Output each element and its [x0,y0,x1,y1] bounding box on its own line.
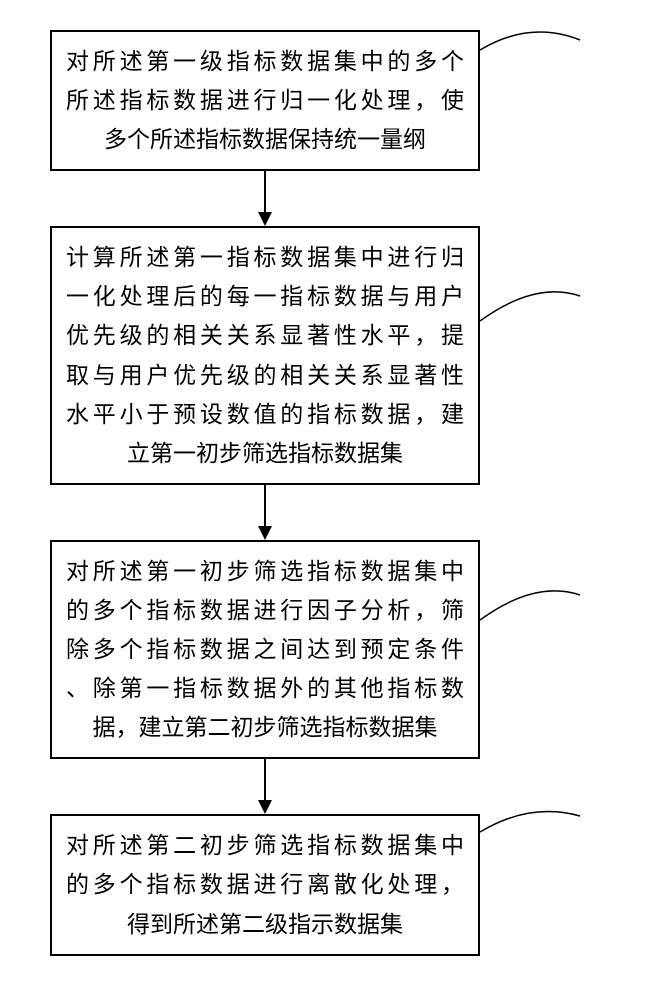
label-connector [480,575,590,625]
label-connector [480,15,590,55]
step-row-21: 对所述第一级指标数据集中的多个所述指标数据进行归一化处理，使多个所述指标数据保持… [50,30,610,171]
flowchart-container: 对所述第一级指标数据集中的多个所述指标数据进行归一化处理，使多个所述指标数据保持… [50,30,610,956]
step-text-line: 优先级的相关关系显著性水平，提 [66,316,464,355]
step-text-line: 取与用户优先级的相关关系显著性 [66,356,464,395]
arrow-connector [50,759,480,814]
step-row-24: 对所述第二初步筛选指标数据集中的多个指标数据进行离散化处理，得到所述第二级指示数… [50,814,610,955]
step-text-line: 的多个指标数据进行离散化处理， [66,865,464,904]
step-text-line: 的多个指标数据进行因子分析，筛 [66,591,464,630]
step-text-line: 多个所述指标数据保持统一量纲 [66,120,464,159]
step-text-line: 对所述第二初步筛选指标数据集中 [66,826,464,865]
arrow-down [245,171,285,226]
step-text-line: 据，建立第二初步筛选指标数据集 [66,708,464,747]
step-text-line: 计算所述第一指标数据集中进行归 [66,238,464,277]
label-connector [480,276,590,326]
step-box-22: 计算所述第一指标数据集中进行归一化处理后的每一指标数据与用户优先级的相关关系显著… [50,226,480,485]
step-text-line: 对所述第一级指标数据集中的多个 [66,42,464,81]
label-connector [480,797,590,837]
step-text-line: 立第一初步筛选指标数据集 [66,434,464,473]
arrow-down [245,759,285,814]
step-box-21: 对所述第一级指标数据集中的多个所述指标数据进行归一化处理，使多个所述指标数据保持… [50,30,480,171]
arrow-connector [50,485,480,540]
step-text-line: 一化处理后的每一指标数据与用户 [66,277,464,316]
step-row-22: 计算所述第一指标数据集中进行归一化处理后的每一指标数据与用户优先级的相关关系显著… [50,226,610,485]
step-row-23: 对所述第一初步筛选指标数据集中的多个指标数据进行因子分析，筛除多个指标数据之间达… [50,540,610,759]
step-text-line: 所述指标数据进行归一化处理，使 [66,81,464,120]
step-box-23: 对所述第一初步筛选指标数据集中的多个指标数据进行因子分析，筛除多个指标数据之间达… [50,540,480,759]
step-text-line: 得到所述第二级指示数据集 [66,905,464,944]
step-text-line: 除多个指标数据之间达到预定条件 [66,630,464,669]
step-text-line: 水平小于预设数值的指标数据，建 [66,395,464,434]
arrow-down [245,485,285,540]
step-text-line: 对所述第一初步筛选指标数据集中 [66,552,464,591]
step-text-line: 、除第一指标数据外的其他指标数 [66,669,464,708]
arrow-connector [50,171,480,226]
step-box-24: 对所述第二初步筛选指标数据集中的多个指标数据进行离散化处理，得到所述第二级指示数… [50,814,480,955]
